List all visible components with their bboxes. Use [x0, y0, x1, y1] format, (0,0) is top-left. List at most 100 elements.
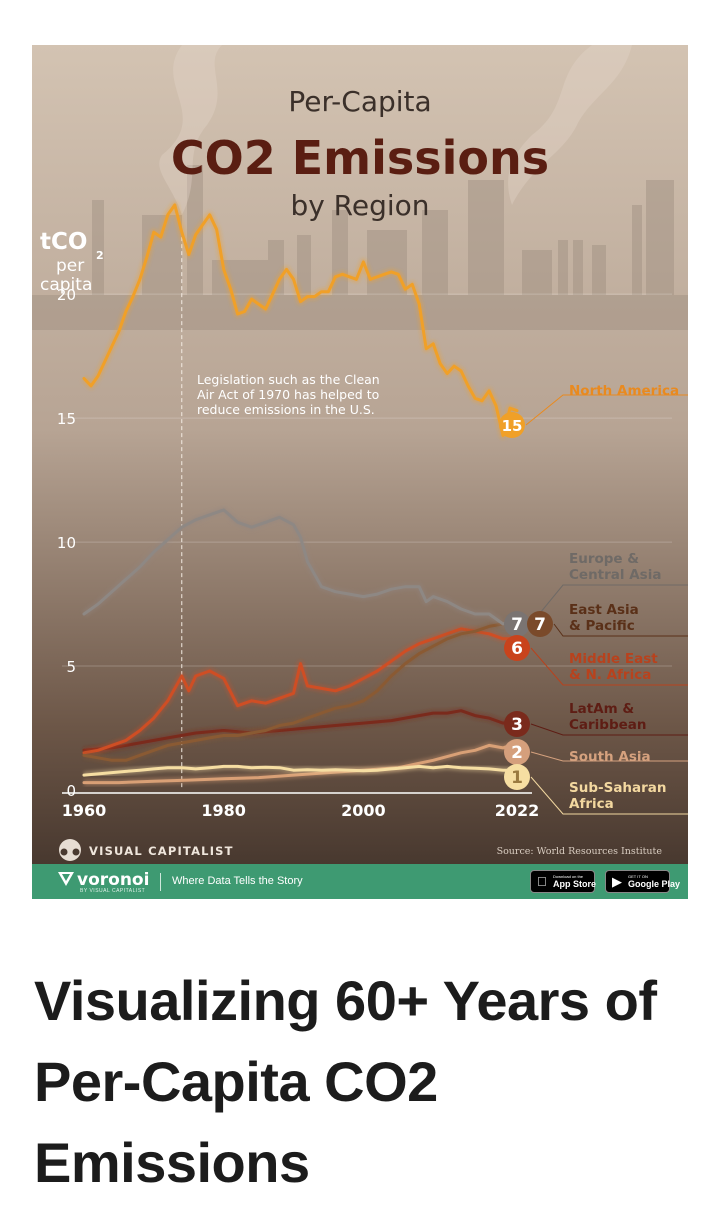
x-tick-label: 1960 — [62, 801, 107, 820]
series-latam-caribbean — [82, 707, 519, 754]
series-lines — [81, 201, 519, 787]
annotation-line-2: Air Act of 1970 has helped to — [197, 387, 379, 402]
annotation-line-3: reduce emissions in the U.S. — [197, 402, 375, 417]
footer-bar: voronoi BY VISUAL CAPITALIST Where Data … — [32, 864, 688, 899]
label-middle-east-n-africa: 6 Middle East& N. Africa — [504, 635, 688, 686]
leader-line — [553, 623, 688, 637]
voronoi-logo-text: voronoi — [77, 870, 150, 890]
title-bottom: by Region — [290, 189, 429, 222]
y-tick-label: 0 — [66, 782, 76, 800]
leader-line — [530, 723, 688, 736]
y-tick-label: 15 — [57, 410, 76, 428]
rank-number: 7 — [534, 615, 546, 635]
y-unit-line2: per — [56, 256, 84, 276]
rank-badge — [504, 635, 530, 661]
annotation: Legislation such as the Clean Air Act of… — [197, 372, 380, 417]
visual-capitalist-logo-icon — [59, 839, 81, 861]
chart: 0 5 10 15 20 1960 1980 2000 2022 Per-Capita CO2… — [32, 45, 688, 899]
google-play-icon: ▶ — [612, 874, 622, 889]
series-label-text: Central Asia — [569, 567, 661, 583]
rank-number: 3 — [511, 715, 523, 735]
series-label-text: & N. Africa — [569, 667, 651, 683]
series-label-text: Caribbean — [569, 717, 647, 733]
brand: VISUAL CAPITALIST Source: World Resource… — [59, 839, 662, 861]
series-label-text: LatAm & — [569, 701, 634, 717]
rank-number: 2 — [511, 743, 523, 763]
y-unit-line3: capita — [40, 275, 92, 295]
x-axis-ticks: 1960 1980 2000 2022 — [62, 801, 540, 820]
y-tick-label: 5 — [66, 658, 76, 676]
series-line — [82, 203, 519, 437]
label-north-america: 15 North America — [499, 383, 688, 438]
source-note: Source: World Resources Institute — [497, 846, 663, 857]
series-middle-east-n-africa — [82, 625, 519, 757]
app-store-badge[interactable]:  Download on the App Store — [530, 870, 597, 893]
apple-icon:  — [537, 874, 547, 889]
rank-number: 15 — [502, 417, 523, 435]
series-line — [82, 508, 519, 626]
series-label-text: & Pacific — [569, 618, 635, 634]
voronoi-logo-icon — [58, 872, 74, 886]
x-tick-label: 2000 — [341, 801, 386, 820]
label-europe-central-asia: 7 Europe &Central Asia — [504, 551, 688, 637]
footer-tagline: Where Data Tells the Story — [172, 875, 303, 887]
annotation-line-1: Legislation such as the Clean — [197, 372, 380, 387]
series-label-text: Sub-Saharan — [569, 780, 667, 796]
series-label-text: Middle East — [569, 651, 658, 667]
label-latam-caribbean: 3 LatAm &Caribbean — [504, 701, 688, 737]
footer-divider — [160, 873, 161, 891]
series-sub-saharan-africa — [82, 762, 519, 779]
rank-badge — [504, 739, 530, 765]
series-label-text: East Asia — [569, 602, 639, 618]
series-label-text: Africa — [569, 796, 614, 812]
y-unit-main: tCO — [40, 229, 87, 255]
series-north-america — [81, 201, 519, 439]
rank-number: 6 — [511, 639, 523, 659]
google-play-badge[interactable]: ▶ GET IT ON Google Play — [605, 870, 680, 893]
y-tick-label: 10 — [57, 534, 76, 552]
x-tick-label: 1980 — [201, 801, 246, 820]
y-axis-unit: tCO 2 per capita — [40, 229, 104, 295]
series-label-text: North America — [569, 383, 679, 399]
rank-badge — [499, 412, 525, 438]
rank-badge — [504, 764, 530, 790]
series-label-text: Europe & — [569, 551, 639, 567]
article-title[interactable]: Visualizing 60+ Years of Per-Capita CO2 … — [34, 969, 657, 1194]
title-main: CO2 Emissions — [171, 131, 549, 185]
series-line — [82, 617, 519, 762]
y-axis-ticks: 0 5 10 15 20 — [57, 286, 76, 800]
leader-line — [530, 776, 688, 815]
leader-line — [530, 647, 688, 686]
y-tick-label: 20 — [57, 286, 76, 304]
app-store-label: App Store — [553, 879, 597, 889]
series-line — [82, 627, 519, 755]
infographic: 0 5 10 15 20 1960 1980 2000 2022 Per-Capita CO2… — [32, 45, 688, 899]
series-labels: 15 North America 7 Europe &Central Asia 7 Eas… — [499, 383, 688, 815]
series-label-text: South Asia — [569, 749, 651, 765]
app-store-small: Download on the — [553, 874, 584, 879]
smoke-plumes — [159, 45, 632, 215]
title-top: Per-Capita — [288, 85, 431, 118]
google-play-small: GET IT ON — [628, 874, 648, 879]
voronoi-logo[interactable]: voronoi — [58, 870, 149, 890]
brand-name: VISUAL CAPITALIST — [89, 844, 234, 858]
rank-badge — [504, 611, 530, 637]
leader-line — [530, 751, 688, 762]
series-line — [82, 709, 519, 752]
voronoi-subtitle: BY VISUAL CAPITALIST — [80, 888, 146, 894]
series-east-asia-pacific — [82, 615, 519, 764]
rank-badge — [504, 711, 530, 737]
rank-number: 1 — [511, 768, 523, 788]
x-tick-label: 2022 — [495, 801, 540, 820]
rank-badge — [527, 611, 553, 637]
series-europe-central-asia — [81, 506, 519, 628]
chart-title: Per-Capita CO2 Emissions by Region — [171, 85, 549, 222]
label-south-asia: 2 South Asia — [504, 739, 688, 765]
label-east-asia-pacific: 7 East Asia& Pacific — [527, 602, 688, 637]
google-play-label: Google Play — [628, 879, 681, 889]
series-line — [82, 764, 519, 777]
y-unit-sub: 2 — [96, 249, 104, 262]
rank-number: 7 — [511, 615, 523, 635]
leader-line — [530, 584, 688, 625]
